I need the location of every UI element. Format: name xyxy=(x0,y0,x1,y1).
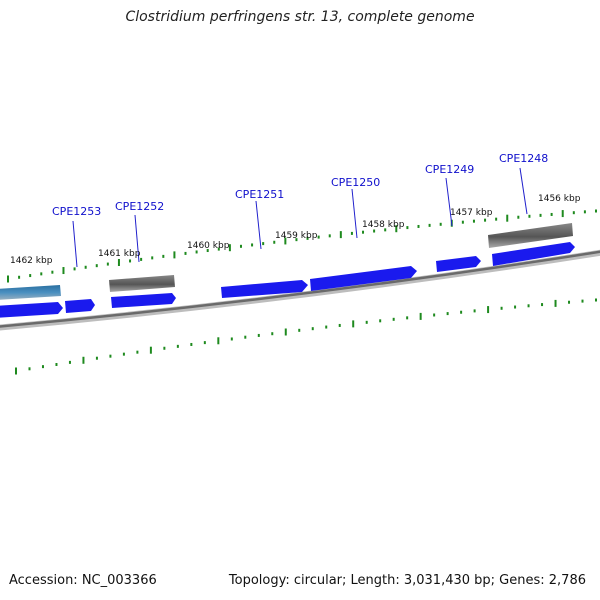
feature-track-upper xyxy=(0,223,573,300)
gene-label: CPE1250 xyxy=(331,176,380,189)
kbp-label: 1459 kbp xyxy=(275,231,318,241)
kbp-label: 1458 kbp xyxy=(362,220,405,230)
gene-leaders xyxy=(72,167,528,268)
cds-arrow xyxy=(492,242,575,266)
cds-arrow xyxy=(111,293,176,308)
kbp-label: 1457 kbp xyxy=(450,208,493,218)
kbp-label: 1460 kbp xyxy=(187,241,230,251)
map-title: Clostridium perfringens str. 13, complet… xyxy=(125,9,475,25)
genome-stats-text: Topology: circular; Length: 3,031,430 bp… xyxy=(228,573,586,588)
gene-label: CPE1252 xyxy=(115,200,164,213)
cds-arrow xyxy=(436,256,481,272)
cds-arrow xyxy=(221,280,308,298)
gene-label: CPE1249 xyxy=(425,163,474,176)
gene-label: CPE1251 xyxy=(235,188,284,201)
leader-line xyxy=(134,214,140,263)
kbp-label: 1456 kbp xyxy=(538,194,581,204)
cds-arrow xyxy=(310,266,417,291)
gene-label: CPE1253 xyxy=(52,205,101,218)
leader-line xyxy=(519,167,528,215)
cds-track xyxy=(0,242,575,318)
leader-line xyxy=(351,188,358,239)
cds-arrow xyxy=(0,302,63,318)
scale-ticks-outer xyxy=(7,209,597,283)
leader-line xyxy=(72,220,78,268)
scale-ticks-inner xyxy=(15,298,597,375)
feature-teal xyxy=(0,285,61,300)
kbp-label: 1461 kbp xyxy=(98,249,141,259)
gene-label: CPE1248 xyxy=(499,152,548,165)
gene-labels: CPE1253 CPE1252 CPE1251 CPE1250 CPE1249 … xyxy=(52,152,548,218)
genome-backbone-core xyxy=(0,250,600,328)
kbp-label: 1462 kbp xyxy=(10,256,53,266)
leader-line xyxy=(255,200,262,250)
feature-gray xyxy=(109,275,175,292)
feature-gray xyxy=(488,223,573,248)
cds-arrow xyxy=(65,299,95,313)
scale-labels: 1462 kbp 1461 kbp 1460 kbp 1459 kbp 1458… xyxy=(10,194,581,266)
accession-text: Accession: NC_003366 xyxy=(9,573,157,588)
leader-line xyxy=(445,177,453,227)
